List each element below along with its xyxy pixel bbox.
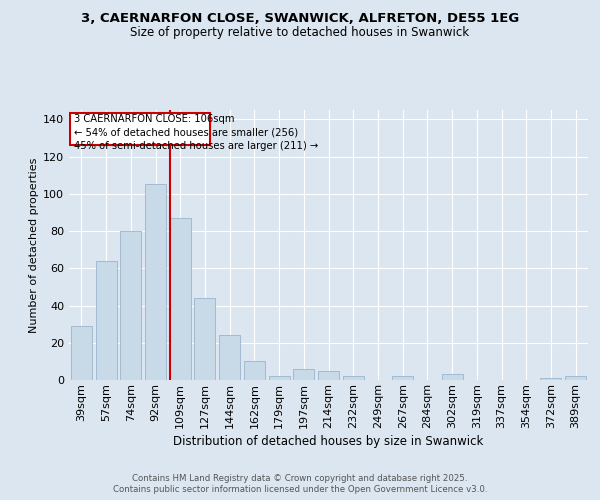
Bar <box>269 376 290 380</box>
Bar <box>95 261 116 380</box>
Bar <box>343 376 364 380</box>
Bar <box>170 218 191 380</box>
Text: 3, CAERNARFON CLOSE, SWANWICK, ALFRETON, DE55 1EG: 3, CAERNARFON CLOSE, SWANWICK, ALFRETON,… <box>81 12 519 26</box>
Y-axis label: Number of detached properties: Number of detached properties <box>29 158 39 332</box>
Bar <box>244 362 265 380</box>
Text: 3 CAERNARFON CLOSE: 106sqm
← 54% of detached houses are smaller (256)
45% of sem: 3 CAERNARFON CLOSE: 106sqm ← 54% of deta… <box>74 114 318 150</box>
Bar <box>442 374 463 380</box>
Text: Contains HM Land Registry data © Crown copyright and database right 2025.: Contains HM Land Registry data © Crown c… <box>132 474 468 483</box>
Text: Size of property relative to detached houses in Swanwick: Size of property relative to detached ho… <box>130 26 470 39</box>
Bar <box>145 184 166 380</box>
Bar <box>565 376 586 380</box>
Bar <box>71 326 92 380</box>
Bar <box>392 376 413 380</box>
Bar <box>194 298 215 380</box>
Bar <box>120 231 141 380</box>
Bar <box>219 336 240 380</box>
Text: Contains public sector information licensed under the Open Government Licence v3: Contains public sector information licen… <box>113 485 487 494</box>
Bar <box>70 113 210 146</box>
X-axis label: Distribution of detached houses by size in Swanwick: Distribution of detached houses by size … <box>173 435 484 448</box>
Bar <box>293 369 314 380</box>
Bar <box>541 378 562 380</box>
Bar <box>318 370 339 380</box>
